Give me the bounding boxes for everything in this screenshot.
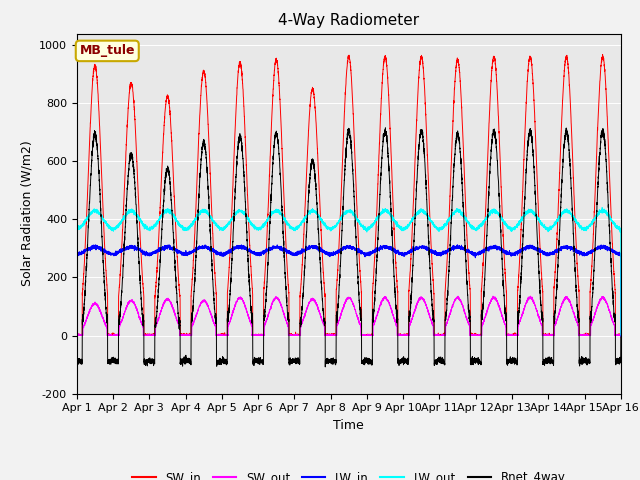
Line: LW_in: LW_in <box>77 245 621 336</box>
LW_in <box>258 251 266 256</box>
Rnet_4way <box>486 168 493 174</box>
SW_out <box>470 333 478 338</box>
LW_out <box>588 221 595 227</box>
Rnet_4way <box>258 358 266 364</box>
LW_in <box>486 245 493 251</box>
LW_out <box>258 226 266 232</box>
SW_out <box>486 301 493 307</box>
Rnet_4way <box>594 179 602 185</box>
SW_out <box>73 333 81 338</box>
LW_in <box>454 242 461 248</box>
Line: Rnet_4way: Rnet_4way <box>77 128 621 367</box>
Rnet_4way <box>381 125 389 131</box>
SW_out <box>527 293 534 299</box>
LW_out <box>598 204 606 210</box>
Line: SW_in: SW_in <box>77 55 621 336</box>
LW_out <box>470 226 478 231</box>
LW_in <box>73 252 81 257</box>
Line: LW_out: LW_out <box>77 207 621 335</box>
SW_in <box>594 120 602 125</box>
LW_out <box>486 212 493 217</box>
LW_out <box>617 332 625 338</box>
SW_out <box>330 333 338 338</box>
LW_in <box>330 252 338 257</box>
SW_in <box>258 333 266 338</box>
Rnet_4way <box>588 313 595 319</box>
Line: SW_out: SW_out <box>77 296 621 336</box>
SW_in <box>73 333 81 338</box>
SW_in <box>617 333 625 338</box>
Rnet_4way <box>330 360 338 365</box>
SW_in <box>330 333 338 338</box>
Rnet_4way <box>73 359 81 364</box>
SW_in <box>486 104 493 109</box>
Rnet_4way <box>617 334 625 340</box>
LW_in <box>617 334 625 339</box>
LW_in <box>594 246 602 252</box>
SW_in <box>588 273 595 278</box>
LW_out <box>594 213 602 218</box>
LW_in <box>470 252 478 258</box>
Text: MB_tule: MB_tule <box>79 44 135 58</box>
SW_out <box>258 333 266 338</box>
SW_in <box>599 52 607 58</box>
Rnet_4way <box>471 355 479 360</box>
Legend: SW_in, SW_out, LW_in, LW_out, Rnet_4way: SW_in, SW_out, LW_in, LW_out, Rnet_4way <box>127 466 570 480</box>
LW_out <box>330 225 338 231</box>
X-axis label: Time: Time <box>333 419 364 432</box>
LW_in <box>588 248 595 254</box>
Title: 4-Way Radiometer: 4-Way Radiometer <box>278 13 419 28</box>
Y-axis label: Solar Radiation (W/m2): Solar Radiation (W/m2) <box>20 141 33 287</box>
SW_out <box>594 301 602 307</box>
SW_out <box>588 322 595 328</box>
LW_out <box>73 226 81 232</box>
SW_in <box>470 333 478 338</box>
Rnet_4way <box>321 364 329 370</box>
SW_out <box>617 333 625 338</box>
